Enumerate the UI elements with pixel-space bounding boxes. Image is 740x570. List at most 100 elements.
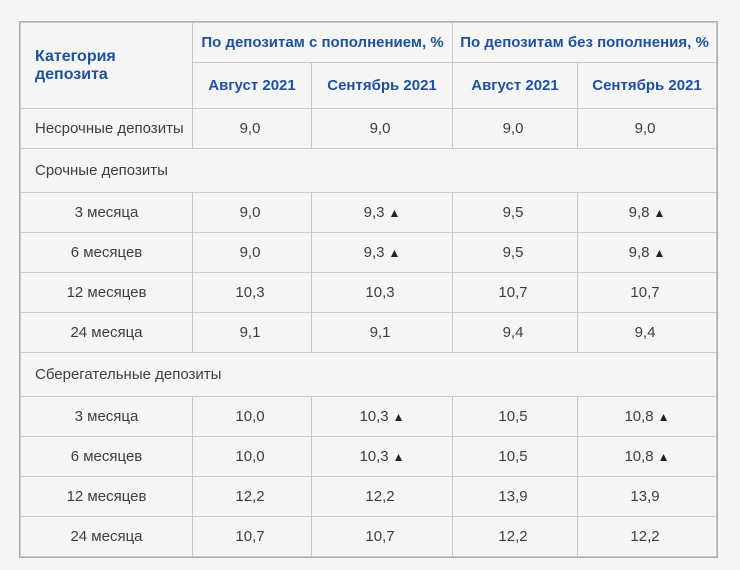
row-label: 24 месяца [20,516,193,557]
rate-value: 12,2 [630,528,660,545]
rate-cell: 13,9 [452,476,578,517]
rate-cell: 9,0 [192,192,312,233]
rate-cell: 9,0 [576,108,718,149]
up-triangle-icon: ▲ [388,206,401,220]
rate-cell: 10,0 [192,396,312,437]
rate-cell: 10,3 ▲ [311,436,453,477]
rate-cell: 10,3 ▲ [311,396,453,437]
rate-value: 10,0 [235,408,265,425]
rate-value: 10,5 [498,408,528,425]
rate-cell: 12,2 [576,516,718,557]
rate-value: 10,3 [359,408,389,425]
rate-cell: 9,0 [452,108,578,149]
rate-value: 9,4 [634,324,656,341]
rate-value: 9,0 [369,120,391,137]
header-group-row: Категория депозита По депозитам с пополн… [20,22,718,109]
table-row: 24 месяца 10,7 10,7 12,2 12,2 [20,516,718,557]
rate-value: 9,1 [239,324,261,341]
rate-value: 10,5 [498,448,528,465]
rate-cell: 9,0 [311,108,453,149]
rate-cell: 9,1 [192,312,312,353]
up-triangle-icon: ▲ [653,206,666,220]
rate-value: 9,0 [239,120,261,137]
rate-value: 9,8 [628,204,650,221]
up-triangle-icon: ▲ [657,410,670,424]
rate-value: 9,3 [363,204,385,221]
rate-value: 10,7 [365,528,395,545]
rate-value: 9,0 [239,204,261,221]
rate-value: 9,5 [502,204,524,221]
month-header-sep-no-topup: Сентябрь 2021 [576,62,718,109]
rate-value: 10,0 [235,448,265,465]
section-row: Сберегательные депозиты [19,352,718,397]
rate-value: 9,3 [363,244,385,261]
table-row: 6 месяцев 9,0 9,3 ▲ 9,5 9,8 ▲ [20,232,718,273]
rate-cell: 9,3 ▲ [311,192,453,233]
rate-value: 10,3 [359,448,389,465]
rate-value: 9,5 [502,244,524,261]
table-row: 24 месяца 9,1 9,1 9,4 9,4 [20,312,718,353]
rate-value: 9,0 [502,120,524,137]
rate-cell: 9,8 ▲ [576,232,718,273]
rate-cell: 10,7 [576,272,718,313]
table-row: 3 месяца 10,0 10,3 ▲ 10,5 10,8 ▲ [20,396,718,437]
rate-value: 10,7 [630,284,660,301]
section-row: Срочные депозиты [19,148,718,193]
month-header-sep-topup: Сентябрь 2021 [311,62,453,109]
rate-cell: 9,0 [192,108,312,149]
rate-value: 9,4 [502,324,524,341]
rate-value: 10,7 [235,528,265,545]
table-row: 12 месяцев 10,3 10,3 10,7 10,7 [20,272,718,313]
rate-value: 9,1 [369,324,391,341]
rate-cell: 12,2 [311,476,453,517]
rate-value: 10,3 [365,284,395,301]
rate-cell: 10,3 [192,272,312,313]
row-label: 12 месяцев [20,476,193,517]
rate-cell: 10,7 [192,516,312,557]
group-header-with-topup: По депозитам с пополнением, % [192,22,453,63]
group-header-without-topup: По депозитам без пополнения, % [451,22,718,63]
category-column-header: Категория депозита [20,22,193,109]
rate-cell: 12,2 [452,516,578,557]
rate-cell: 10,3 [311,272,453,313]
rate-value: 9,0 [239,244,261,261]
rate-value: 9,8 [628,244,650,261]
rate-cell: 9,3 ▲ [311,232,453,273]
rate-cell: 10,7 [452,272,578,313]
rate-cell: 9,1 [311,312,453,353]
rate-cell: 9,8 ▲ [576,192,718,233]
rate-value: 12,2 [498,528,528,545]
rate-value: 13,9 [498,488,528,505]
rate-value: 9,0 [634,120,656,137]
row-label: 6 месяцев [20,436,193,477]
deposit-rates-table: Категория депозита По депозитам с пополн… [18,21,719,558]
rate-value: 12,2 [235,488,265,505]
rate-cell: 10,8 ▲ [576,396,718,437]
table-row: 6 месяцев 10,0 10,3 ▲ 10,5 10,8 ▲ [20,436,718,477]
table-row: 3 месяца 9,0 9,3 ▲ 9,5 9,8 ▲ [20,192,718,233]
rate-cell: 10,0 [192,436,312,477]
rate-cell: 13,9 [576,476,718,517]
up-triangle-icon: ▲ [392,450,405,464]
rate-value: 12,2 [365,488,395,505]
up-triangle-icon: ▲ [653,246,666,260]
rate-cell: 10,7 [311,516,453,557]
rate-value: 10,8 [624,448,654,465]
rate-cell: 9,5 [452,232,578,273]
row-label: 12 месяцев [20,272,193,313]
month-header-aug-no-topup: Август 2021 [452,62,578,109]
row-label: 6 месяцев [20,232,193,273]
table-row: Несрочные депозиты 9,0 9,0 9,0 9,0 [20,108,718,149]
month-header-aug-topup: Август 2021 [192,62,312,109]
table-row: 12 месяцев 12,2 12,2 13,9 13,9 [20,476,718,517]
rate-cell: 9,5 [452,192,578,233]
rate-cell: 9,4 [576,312,718,353]
rate-value: 10,7 [498,284,528,301]
row-label: 3 месяца [20,192,193,233]
section-label: Сберегательные депозиты [19,352,718,397]
rate-cell: 10,5 [452,436,578,477]
rate-cell: 10,5 [452,396,578,437]
rate-cell: 9,4 [452,312,578,353]
section-label: Срочные депозиты [19,148,718,193]
header-month-row: Август 2021 Сентябрь 2021 Август 2021 Се… [21,62,718,109]
